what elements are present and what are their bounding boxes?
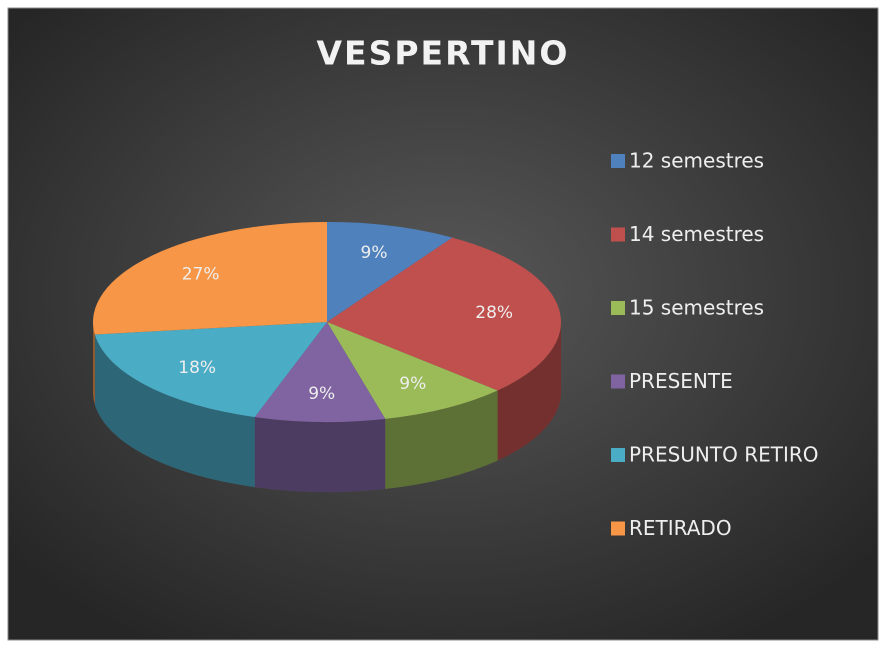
legend-swatch [611,374,625,389]
chart-title: VESPERTINO [317,34,570,73]
slice-side-shade [94,334,255,488]
legend-label: 12 semestres [629,149,764,173]
data-label: 9% [399,374,426,394]
legend-label: 14 semestres [629,222,764,246]
slice-side-shade [385,390,498,489]
legend-swatch [611,227,625,242]
slice [94,322,328,418]
slice-side [94,334,255,488]
slice-side [254,417,386,492]
slice-side-shade [93,322,95,405]
legend-swatch [611,448,625,462]
legend-swatch [611,301,625,315]
slice [327,237,561,391]
slice-side-shade [497,322,561,461]
legend-label: PRESENTE [629,369,733,393]
legend-label: RETIRADO [629,516,732,540]
legend-label: PRESUNTO RETIRO [629,443,819,467]
data-label: 9% [308,384,335,404]
legend-swatch [611,521,625,536]
slice-side [93,322,95,405]
data-label: 28% [475,303,513,323]
slice [93,222,328,335]
slice [254,322,386,422]
data-label: 18% [178,358,216,378]
legend-label: 15 semestres [629,296,764,320]
slice [327,322,498,419]
slice-side [385,390,498,489]
slice-side [497,322,561,461]
data-label: 27% [182,264,220,284]
slice [327,222,453,322]
legend-swatch [611,154,625,168]
slice-side-shade [254,417,386,492]
data-label: 9% [361,243,388,263]
